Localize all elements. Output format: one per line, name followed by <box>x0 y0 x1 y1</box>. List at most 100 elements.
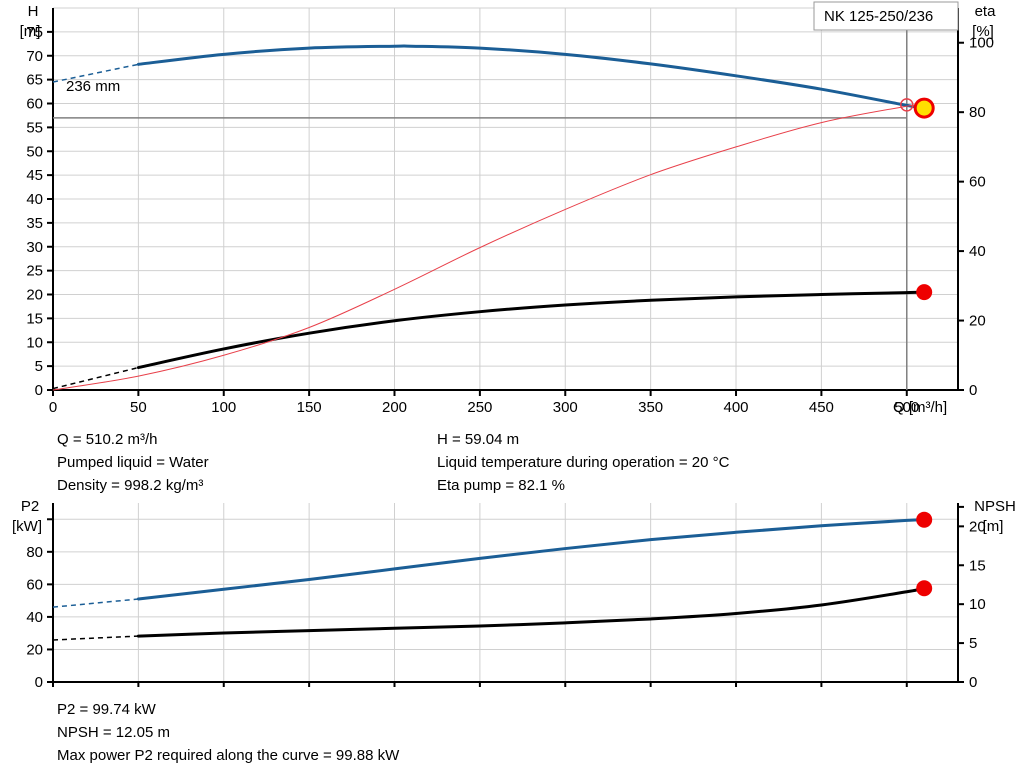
y-axis-left-ticks: 0 5 10 15 20 25 30 35 40 45 50 55 60 65 70 75 <box>26 24 53 399</box>
y-axis-right-unit: [m] <box>983 518 1004 535</box>
y-tick-label-left: 10 <box>26 334 43 351</box>
y-axis-right-ticks: 0 20 40 60 80 100 <box>958 35 994 399</box>
power-duty-point-dot[interactable] <box>916 511 933 528</box>
y-tick-label-left: 40 <box>26 609 43 626</box>
y-axis-right-ticks: 0 5 10 15 20 <box>958 505 986 691</box>
y-tick-label-left: 45 <box>26 167 43 184</box>
y-tick-label-left: 20 <box>26 641 43 658</box>
y-tick-label-left: 50 <box>26 143 43 160</box>
y-tick-label-left: 55 <box>26 119 43 136</box>
y-axis-left-title: P2 <box>21 498 39 515</box>
y-tick-label-left: 65 <box>26 72 43 89</box>
curve-line <box>136 44 926 110</box>
head-efficiency-chart: 0 5 10 15 20 25 30 35 40 45 50 55 60 65 70 75 H [m] 0 20 40 6… <box>20 1 997 416</box>
y-axis-left-ticks: 0 20 40 60 80 <box>26 518 53 691</box>
y-tick-label-right: 15 <box>969 557 986 574</box>
x-tick-label: 300 <box>553 399 578 416</box>
curve-line <box>136 586 926 638</box>
duty-point-markers <box>916 511 933 597</box>
curve-dashed-segment <box>52 598 139 608</box>
y-tick-label-right: 40 <box>969 243 986 260</box>
x-axis-ticks: 0 50 100 150 200 250 300 350 400 450 500 <box>49 390 919 416</box>
y-tick-label-left: 60 <box>26 96 43 113</box>
x-tick-label: 100 <box>211 399 236 416</box>
curve-line <box>136 290 926 370</box>
x-tick-label: 0 <box>49 399 57 416</box>
info-density: Density = 998.2 kg/m³ <box>57 477 204 494</box>
info-row: Q = 510.2 m³/h H = 59.04 m <box>0 428 1024 451</box>
pump-model-label-box: NK 125-250/236 <box>813 1 959 31</box>
y-tick-label-right: 10 <box>969 596 986 613</box>
grid-lines <box>53 7 958 391</box>
curves <box>52 44 926 391</box>
y-axis-left-title: H <box>28 3 39 20</box>
info-row: Density = 998.2 kg/m³ Eta pump = 82.1 % <box>0 474 1024 497</box>
axes <box>52 503 959 683</box>
y-axis-left-unit: [m] <box>20 23 41 40</box>
duty-point-info-top: Q = 510.2 m³/h H = 59.04 m Pumped liquid… <box>0 428 1024 497</box>
x-tick-label: 150 <box>297 399 322 416</box>
x-tick-label: 350 <box>638 399 663 416</box>
curve-dashed-segment <box>52 635 139 641</box>
y-axis-right-title: NPSH <box>974 498 1016 515</box>
eta-duty-point-marker[interactable] <box>900 98 914 112</box>
info-row: NPSH = 12.05 m <box>0 721 1024 744</box>
y-tick-label-left: 30 <box>26 239 43 256</box>
info-liquid-temperature: Liquid temperature during operation = 20… <box>437 454 730 471</box>
y-tick-label-left: 80 <box>26 544 43 561</box>
info-pumped-liquid: Pumped liquid = Water <box>57 454 209 471</box>
info-max-power: Max power P2 required along the curve = … <box>57 747 400 764</box>
y-tick-label-right: 20 <box>969 313 986 330</box>
y-tick-label-left: 5 <box>35 358 43 375</box>
y-tick-label-left: 20 <box>26 287 43 304</box>
x-tick-label: 250 <box>467 399 492 416</box>
duty-point-markers <box>900 97 935 301</box>
npsh-duty-point-dot[interactable] <box>916 580 933 597</box>
x-tick-label: 450 <box>809 399 834 416</box>
curve-dashed-segment <box>52 63 139 83</box>
duty-point-info-bottom: P2 = 99.74 kW NPSH = 12.05 m Max power P… <box>0 698 1024 767</box>
y-axis-left-unit: [kW] <box>12 518 42 535</box>
info-flow: Q = 510.2 m³/h <box>57 431 158 448</box>
x-axis-title: Q [m³/h] <box>893 399 947 416</box>
power-duty-point-dot[interactable] <box>916 284 933 301</box>
y-axis-right-title: eta <box>975 3 997 20</box>
info-row: Pumped liquid = Water Liquid temperature… <box>0 451 1024 474</box>
y-tick-label-right: 60 <box>969 174 986 191</box>
info-npsh: NPSH = 12.05 m <box>57 724 170 741</box>
duty-point-guides <box>53 8 908 390</box>
info-row: Max power P2 required along the curve = … <box>0 744 1024 767</box>
curve-line <box>52 104 925 391</box>
pump-model-label: NK 125-250/236 <box>824 8 933 25</box>
x-tick-label: 500 <box>894 399 919 416</box>
x-tick-label: 200 <box>382 399 407 416</box>
curve-line <box>136 518 926 601</box>
power-npsh-chart: 0 20 40 60 80 P2 [kW] 0 5 10 15 20 NPSH [m] <box>12 498 1016 691</box>
info-power: P2 = 99.74 kW <box>57 701 156 718</box>
y-tick-label-left: 0 <box>35 382 43 399</box>
x-tick-label: 50 <box>130 399 147 416</box>
info-eta-pump: Eta pump = 82.1 % <box>437 477 565 494</box>
y-tick-label-right: 0 <box>969 674 977 691</box>
x-tick-label: 400 <box>724 399 749 416</box>
info-head: H = 59.04 m <box>437 431 520 448</box>
impeller-size-label: 236 mm <box>66 78 120 95</box>
y-tick-label-left: 40 <box>26 191 43 208</box>
y-tick-label-right: 5 <box>969 635 977 652</box>
x-axis-ticks <box>52 682 908 687</box>
curve-dashed-segment <box>52 366 139 390</box>
y-tick-label-left: 15 <box>26 310 43 327</box>
y-tick-label-left: 60 <box>26 576 43 593</box>
y-tick-label-right: 80 <box>969 104 986 121</box>
y-tick-label-left: 70 <box>26 48 43 65</box>
y-tick-label-right: 20 <box>969 518 986 535</box>
y-axis-right-unit: [%] <box>972 23 994 40</box>
y-tick-label-left: 75 <box>26 24 43 41</box>
info-row: P2 = 99.74 kW <box>0 698 1024 721</box>
curves <box>52 518 926 641</box>
y-tick-label-left: 25 <box>26 263 43 280</box>
y-tick-label-left: 0 <box>35 674 43 691</box>
y-tick-label-left: 35 <box>26 215 43 232</box>
duty-point-marker[interactable] <box>913 97 935 119</box>
